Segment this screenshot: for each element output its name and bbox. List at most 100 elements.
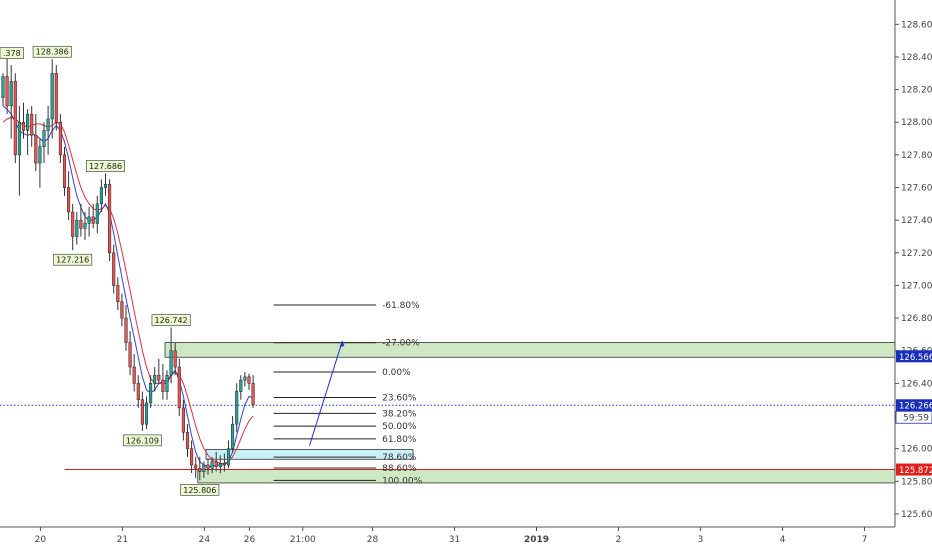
time-tick-label: 4 [780,535,786,545]
candle-body [181,407,185,433]
candle-body [120,301,124,319]
candle-body [202,464,206,472]
time-tick-label: 2 [616,535,622,545]
candle-body [206,464,210,469]
price-tick-label: 128.600 [901,20,932,30]
candle-body [128,342,132,368]
time-tick-label: 26 [244,535,256,545]
pivot-label-box [180,484,220,496]
candle-body [103,184,108,188]
candle-body [173,350,177,368]
pivot-label: 127.686 [89,162,122,171]
candle-body [46,118,50,131]
candle-body [149,383,153,404]
price-tick-label: 128.200 [901,86,932,96]
price-tick-label: 125.800 [901,477,932,487]
pivot-label-box [0,47,24,59]
candle-body [30,113,34,136]
time-axis[interactable]: 20 21 24 26 21:00 28 31 2019 2 3 4 7 [0,526,895,545]
candle-body [239,379,243,392]
candle-body [153,374,157,384]
countdown-box [895,410,932,424]
pivot-label: 126.109 [126,436,159,445]
candle-body [87,216,91,224]
arrow-head-icon [339,340,345,347]
pivot-label-box [86,160,125,172]
price-tick-label: 127.600 [901,184,932,194]
projection-line [309,340,343,446]
candle-body [79,219,83,229]
candle-body [124,317,128,343]
fib-level-label: 23.60% [382,394,417,404]
candle-body [9,81,13,107]
candle-body [26,113,30,131]
projection-arrow[interactable] [309,340,345,446]
candle-body [210,461,214,469]
pivot-label: .378 [3,49,21,58]
pivot-label: 126.742 [155,316,188,325]
candle-body [198,467,202,472]
pivot-label-box [53,253,93,266]
candle-body [91,216,95,224]
candle-body [251,383,255,405]
price-tick-label: 127.400 [901,216,932,226]
price-tick-label: 126.400 [901,379,932,389]
pivot-label: 125.806 [183,486,216,495]
candle-body [140,399,144,425]
zone-rect [164,342,896,358]
time-tick-label: 31 [449,535,460,545]
price-tick-label: 127.200 [901,249,932,259]
candle-body [71,211,75,237]
candle-body [42,130,46,147]
time-tick-label: 24 [199,535,211,545]
candle-body [136,383,140,400]
candle-body [5,76,9,107]
candle-body [231,423,235,449]
candle-body [157,374,161,381]
price-tag-label: 126.566 [899,353,932,363]
price-tick-label: 126.800 [901,314,932,324]
pivot-label-layer: .378 128.386 127.686 127.216 126.742 126.109 1… [0,45,220,496]
price-tick-label: 127.000 [901,281,932,291]
candle-body [243,376,247,381]
candlestick-series [1,56,255,481]
candle-body [83,223,87,229]
fibonacci-retracement[interactable]: -61.80% -27.00% 0.00% 23.60% 38.20% 50.00% 61.… [273,301,423,486]
countdown-label: 59:59 [903,414,929,424]
price-tick-label: 128.400 [901,53,932,63]
pivot-label-box [32,45,72,58]
candle-body [218,463,222,467]
candle-body [62,154,67,188]
candle-body [38,146,42,164]
time-tick-label: 20 [35,535,47,545]
pivot-label-box [122,434,162,447]
fib-level-label: -61.80% [382,301,420,311]
candle-body [144,402,149,425]
price-axis[interactable]: 125.600125.800126.000126.200126.400126.6… [894,0,932,527]
fib-level-label: 61.80% [382,435,417,445]
candle-body [190,448,194,466]
pivot-label: 127.216 [56,256,89,265]
zone-rect [197,469,896,484]
fib-level-label: 0.00% [382,368,411,378]
zone-layer [164,342,896,484]
price-tick-label: 126.000 [901,445,932,455]
candle-body [161,379,165,392]
candle-body [222,463,226,466]
fib-level-label: 38.20% [382,409,417,419]
time-tick-label: 21:00 [290,535,316,545]
zone-rect [205,449,414,460]
price-tick-label: 128.000 [901,118,932,128]
candle-body [50,73,54,120]
candle-body [247,376,251,384]
candle-body [185,432,190,449]
price-tag [896,350,932,363]
candle-body [108,184,112,254]
fib-level-label: 50.00% [382,422,417,432]
candle-body [1,76,5,99]
time-tick-label: 7 [862,535,868,545]
time-tick-label: 2019 [524,535,549,545]
candle-body [194,464,198,469]
candle-body [95,203,99,224]
